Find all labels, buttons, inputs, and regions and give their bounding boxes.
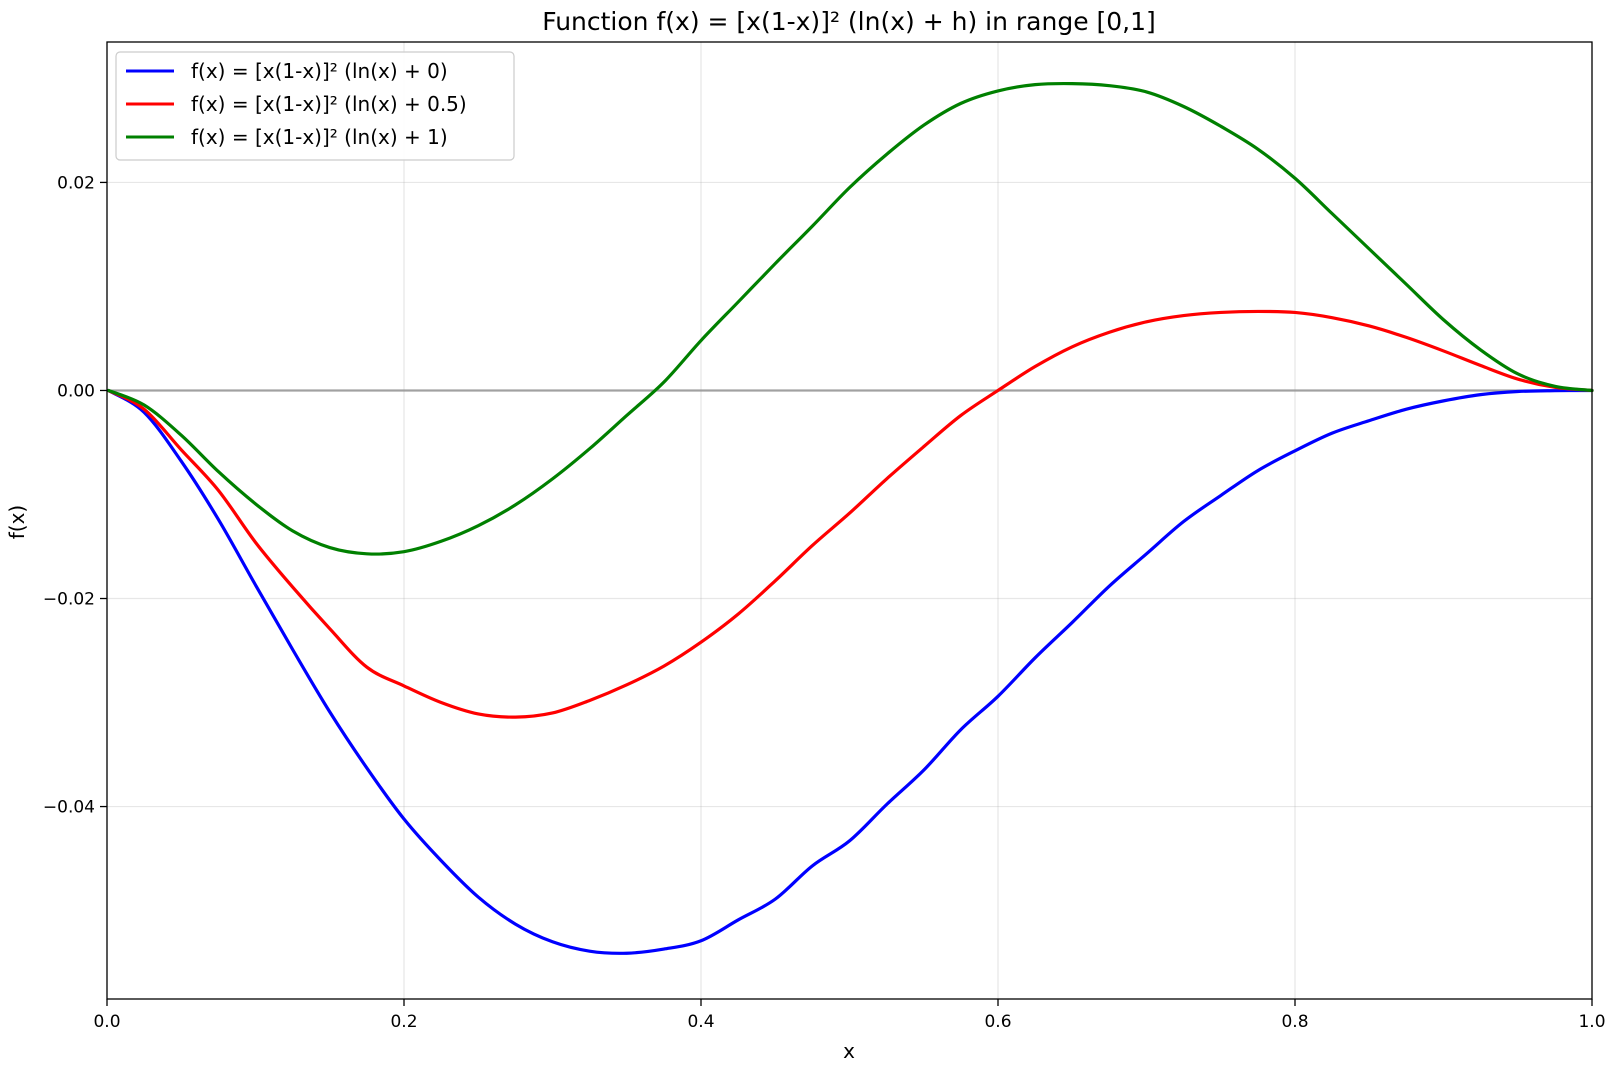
chart-title: Function f(x) = [x(1-x)]² (ln(x) + h) in… <box>542 7 1156 36</box>
x-tick-label: 0.0 <box>93 1012 120 1032</box>
y-axis-ticks: −0.04 −0.02 0.00 0.02 <box>43 173 107 818</box>
y-tick-label: −0.04 <box>43 798 95 818</box>
x-tick-label: 0.4 <box>687 1012 714 1032</box>
legend-label-h05: f(x) = [x(1-x)]² (ln(x) + 0.5) <box>191 92 467 116</box>
legend-label-h1: f(x) = [x(1-x)]² (ln(x) + 1) <box>191 125 448 149</box>
x-axis-label: x <box>843 1039 855 1063</box>
data-series <box>106 81 1594 955</box>
legend: f(x) = [x(1-x)]² (ln(x) + 0) f(x) = [x(1… <box>115 51 515 161</box>
x-tick-label: 0.8 <box>1281 1012 1308 1032</box>
y-axis-label: f(x) <box>5 505 29 539</box>
plot-area-frame <box>106 41 1593 1000</box>
y-tick-label: 0.02 <box>57 173 95 193</box>
x-axis-ticks: 0.0 0.2 0.4 0.6 0.8 1.0 <box>93 999 1606 1032</box>
y-tick-label: −0.02 <box>43 590 95 610</box>
x-tick-label: 0.6 <box>984 1012 1011 1032</box>
series-line-2 <box>106 81 1594 556</box>
x-tick-label: 0.2 <box>390 1012 417 1032</box>
x-tick-label: 1.0 <box>1578 1012 1605 1032</box>
series-line-0 <box>106 388 1594 955</box>
y-tick-label: 0.00 <box>57 381 95 401</box>
legend-box <box>115 51 515 161</box>
legend-label-h0: f(x) = [x(1-x)]² (ln(x) + 0) <box>191 59 448 83</box>
series-line-1 <box>106 309 1594 719</box>
